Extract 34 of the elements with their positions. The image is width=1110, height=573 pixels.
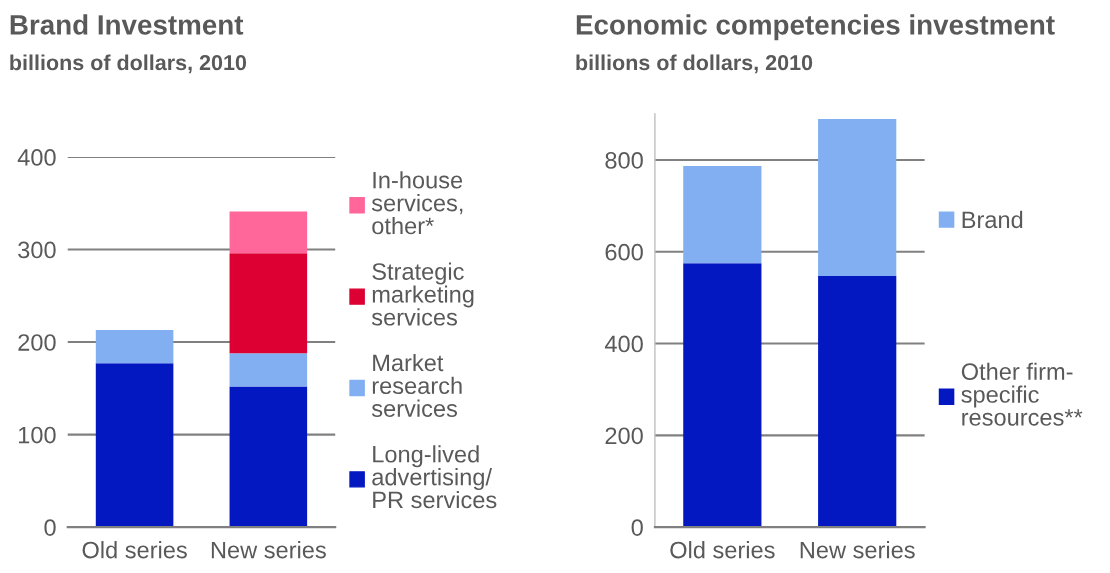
y-tick-label: 800 [605, 152, 643, 169]
legend-label: Long-lived advertising/ PR services [372, 445, 497, 509]
legend-label: Strategic marketing services [371, 262, 474, 326]
x-tick-label: Old series [82, 541, 187, 559]
legend-label: Other firm- specific resources** [961, 362, 1083, 426]
bar [683, 263, 762, 528]
y-tick-label: 400 [604, 335, 643, 353]
bar [683, 165, 762, 264]
bar [95, 363, 174, 528]
y-tick-label: 400 [17, 149, 56, 166]
bar [95, 330, 174, 364]
bar [818, 119, 897, 277]
y-tick-label: 600 [605, 243, 643, 261]
bar [229, 353, 308, 387]
y-tick-label: 200 [18, 334, 56, 351]
x-tick-label: New series [800, 541, 915, 559]
bar [818, 276, 897, 528]
chart-title: Economic competencies investment [576, 14, 1055, 41]
legend-label: Market research services [371, 353, 462, 417]
bar [229, 386, 308, 528]
legend-label: Brand [962, 210, 1023, 229]
y-tick-label: 100 [19, 426, 56, 444]
y-tick-label: 0 [631, 519, 643, 536]
chart-subtitle: billions of dollars, 2010 [576, 54, 813, 74]
y-tick-label: 200 [605, 427, 643, 445]
bar [229, 211, 308, 254]
y-tick-label: 0 [44, 519, 56, 536]
chart-subtitle: billions of dollars, 2010 [10, 54, 247, 74]
chart-title: Brand Investment [10, 14, 244, 35]
y-tick-label: 300 [18, 241, 56, 259]
bar [229, 253, 308, 354]
x-tick-label: New series [211, 541, 326, 559]
legend-label: In-house services, other* [371, 171, 463, 235]
x-tick-label: Old series [670, 541, 775, 559]
